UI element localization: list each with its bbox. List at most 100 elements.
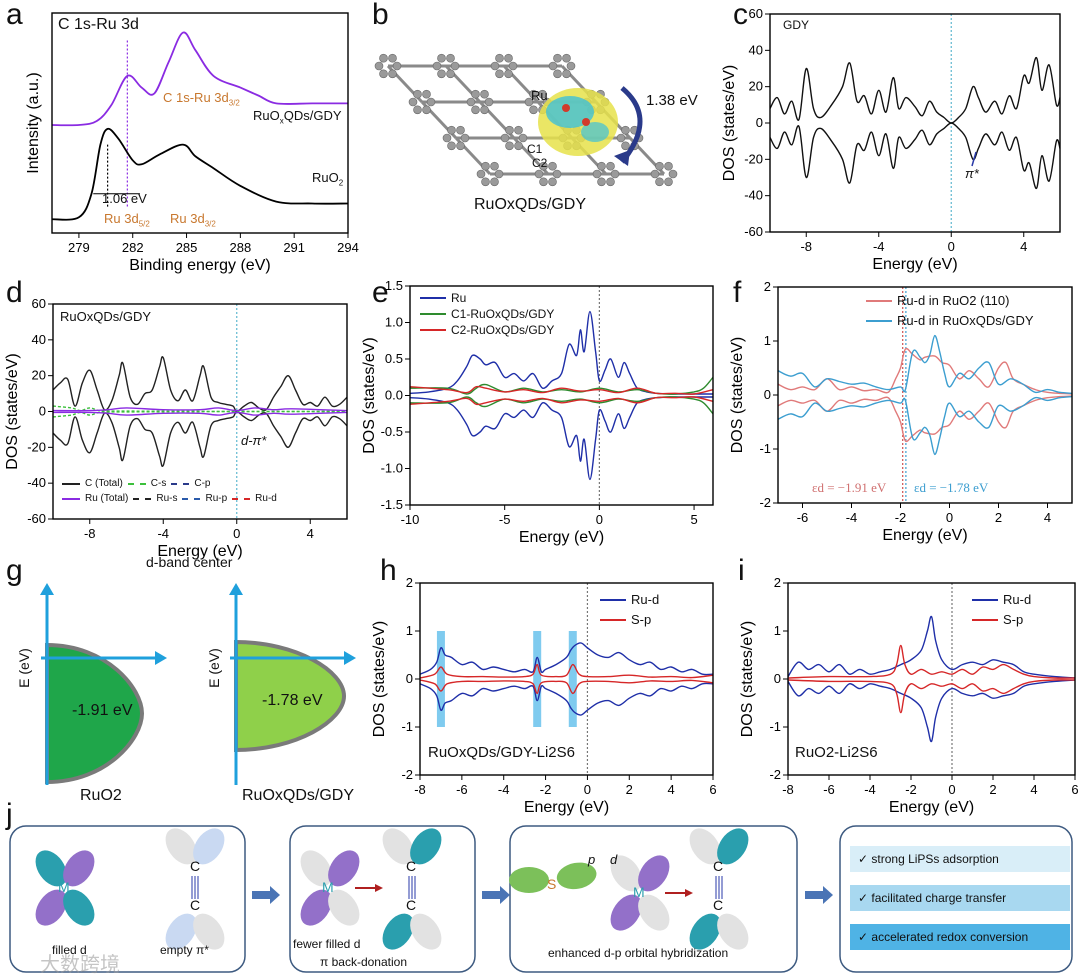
- x-axis-label: Energy (eV): [524, 799, 609, 816]
- panel-d-tag: RuOxQDs/GDY: [60, 309, 152, 324]
- swatch: [182, 497, 201, 500]
- d-orbital-lobe: [35, 850, 67, 887]
- carbon-atom: [480, 105, 489, 115]
- pi-orbital-lobe: [382, 913, 414, 950]
- sample-label-ruox: RuOxQDs/GDY: [253, 108, 342, 126]
- c2-label: C2: [532, 156, 548, 170]
- legend-d: C (Total) C-s C-p Ru (Total) Ru-s Ru-p R…: [62, 476, 277, 506]
- d-band-diagrams: [40, 583, 356, 785]
- legend-item: C (Total): [85, 478, 123, 489]
- chart-f: -6 -4 -2 0 2 4 -2 -1 0 1 2 Energy (eV) DOS (states/e…: [729, 279, 1073, 544]
- carbon-atom: [650, 169, 660, 179]
- carbon-atom: [476, 169, 486, 179]
- x-axis-label: Energy (eV): [519, 529, 604, 546]
- carbon-label: C: [713, 858, 724, 874]
- carbon-atom: [505, 125, 514, 135]
- carbon-atom: [484, 97, 494, 107]
- flow-arrow: [805, 891, 823, 899]
- metal-label-2: M: [322, 879, 334, 895]
- y-tick-label: 1: [774, 623, 781, 638]
- d-orbital-lobe: [328, 850, 360, 887]
- legend-item: Ru: [451, 291, 467, 305]
- y-tick-label: 20: [749, 79, 763, 94]
- arrowhead: [344, 651, 356, 665]
- carbon-atom: [450, 61, 460, 71]
- carbon-label: C: [406, 858, 417, 874]
- carbon-atom: [422, 89, 431, 99]
- y-tick-label: 40: [749, 42, 763, 57]
- carbon-atom: [447, 125, 456, 135]
- charge-transfer-arrow: [620, 86, 643, 164]
- legend-item: Ru (Total): [85, 493, 129, 504]
- x-tick-label: 0: [946, 510, 953, 525]
- d-orbital-lobe: [610, 855, 642, 892]
- carbon-atom: [422, 105, 431, 115]
- highlight-band: [436, 631, 445, 727]
- carbon-atom: [481, 161, 490, 171]
- panel-i-tag: RuO2-Li2S6: [795, 744, 878, 761]
- carbon-atom: [413, 89, 422, 99]
- d-orbital-label: d: [610, 852, 618, 867]
- x-tick-label: 2: [995, 510, 1002, 525]
- pi-orbital-lobe: [410, 913, 442, 950]
- swatch: [62, 482, 80, 485]
- y-tick-label: 1.5: [385, 278, 403, 293]
- x-tick-label: 6: [709, 782, 716, 797]
- x-tick-label: -8: [782, 782, 794, 797]
- pi-orbital-lobe: [410, 828, 442, 865]
- y-tick-label: 2: [406, 575, 413, 590]
- r: QDs/GDY: [283, 108, 342, 123]
- y-tick-label: -40: [744, 188, 763, 203]
- swatch: [972, 619, 998, 621]
- carbon-atom: [562, 69, 571, 79]
- plot-frame: [51, 12, 349, 234]
- d-orbital-lobe: [63, 850, 95, 887]
- arrowhead: [500, 886, 510, 904]
- carbon-atom: [379, 69, 388, 79]
- d-pi-star-label: d-π*: [241, 433, 267, 448]
- d-orbital-lobe: [328, 889, 360, 926]
- legend-item: Ru-d: [631, 592, 660, 607]
- y-tick-label: -1.5: [381, 497, 403, 512]
- legend-item: S-p: [1003, 612, 1024, 627]
- chart-i: -8 -6 -4 -2 0 2 4 6 -2 -1 0 1 2 Energy (eV) DOS (state…: [739, 575, 1079, 816]
- y-tick-label: 0.5: [385, 351, 403, 366]
- carbon-atom: [548, 161, 557, 171]
- carbon-atom: [446, 69, 455, 79]
- arrowhead: [823, 886, 833, 904]
- carbon-atom: [480, 89, 489, 99]
- gdy-structure-illustration: [374, 53, 678, 187]
- t: Ru 3d: [170, 211, 205, 226]
- legend-item: C2-RuOxQDs/GDY: [451, 323, 555, 337]
- carbon-atom: [504, 53, 513, 63]
- series-ru-d-spin-down: [419, 682, 714, 716]
- swatch: [420, 297, 446, 299]
- carbon-atom: [466, 97, 476, 107]
- d-band-center-title: d-band center: [146, 554, 233, 570]
- swatch: [127, 482, 146, 485]
- sample-label-ruo2: RuO2: [312, 170, 343, 188]
- x-tick-label: -8: [800, 239, 812, 254]
- y-tick-label: -20: [27, 439, 46, 454]
- d-orbital-lobe: [638, 855, 670, 892]
- series-c-total-: [52, 356, 348, 413]
- chart-a: 279 282 285 288 291 294 Binding energy (eV) Int…: [25, 12, 359, 274]
- panel-a-title: C 1s-Ru 3d: [58, 16, 139, 33]
- legend-item: Ru-d in RuOxQDs/GDY: [897, 313, 1034, 328]
- x-tick-label: -8: [414, 782, 426, 797]
- series-ru-d-in-ruoxqds-gdy: [777, 334, 1073, 395]
- carbon-atom: [413, 105, 422, 115]
- y-tick-label: 1: [764, 333, 771, 348]
- legend-i: Ru-d S-p: [972, 590, 1031, 630]
- y-tick-label: 0: [756, 115, 763, 130]
- gdy-tag: GDY: [783, 18, 810, 32]
- carbon-atom: [562, 53, 571, 63]
- y-tick-label: -20: [744, 151, 763, 166]
- flow-arrow: [252, 891, 270, 899]
- carbon-atom: [616, 133, 626, 143]
- legend-item: C-p: [194, 478, 211, 489]
- d-orbital-lobe: [610, 894, 642, 931]
- carbon-atom: [494, 169, 504, 179]
- series-ru-spin-down: [409, 396, 713, 481]
- x-axis-label: Energy (eV): [882, 527, 967, 544]
